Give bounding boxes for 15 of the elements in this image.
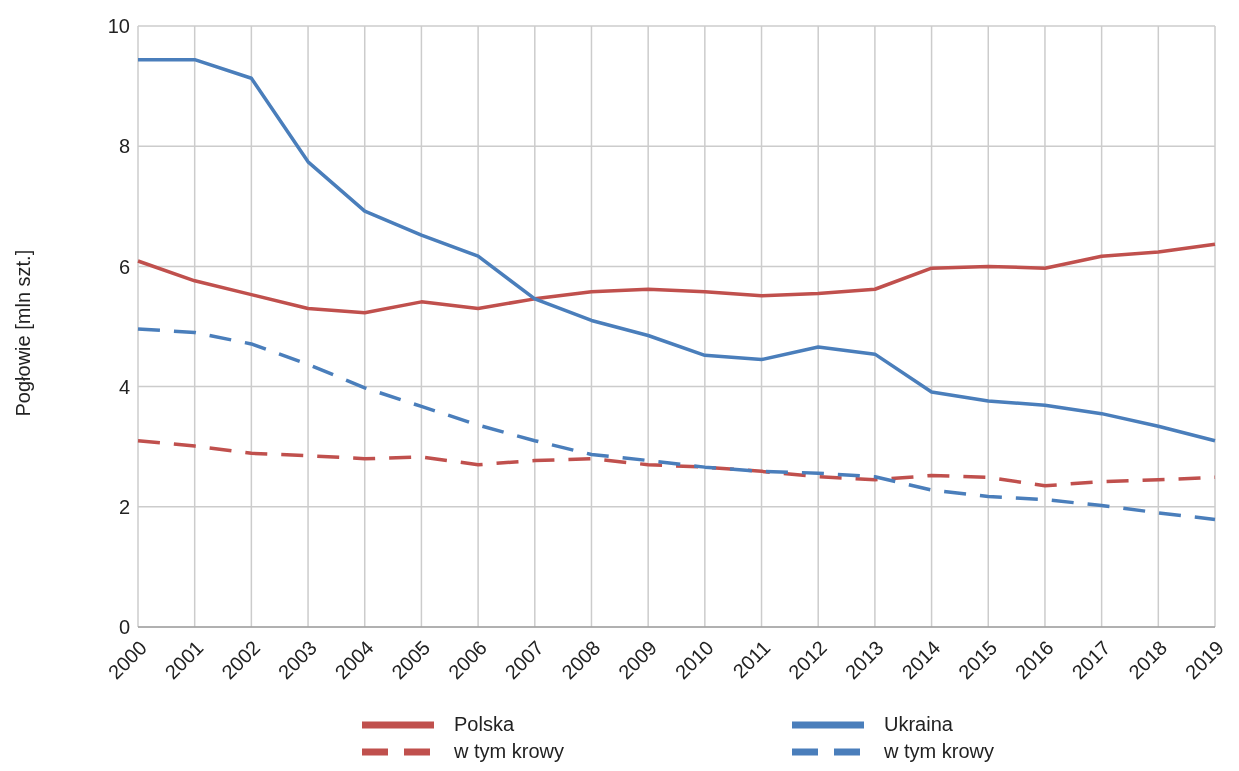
line-series [136, 438, 1217, 488]
line-series [136, 327, 1217, 522]
legend-label: w tym krowy [884, 740, 994, 763]
y-tick-label: 2 [118, 495, 130, 518]
legend-label: w tym krowy [454, 740, 564, 763]
line-series [136, 242, 1217, 315]
y-tick-label: 10 [107, 15, 130, 38]
y-tick-label: 8 [118, 135, 130, 158]
line-series [136, 57, 1217, 443]
y-tick-label: 4 [118, 375, 130, 398]
legend-label: Polska [454, 713, 515, 736]
legend-label: Ukraina [884, 713, 953, 736]
y-tick-label: 0 [118, 616, 130, 639]
y-tick-label: 6 [118, 255, 130, 278]
y-axis-title: Pogłowie [mln szt.] [12, 249, 35, 417]
